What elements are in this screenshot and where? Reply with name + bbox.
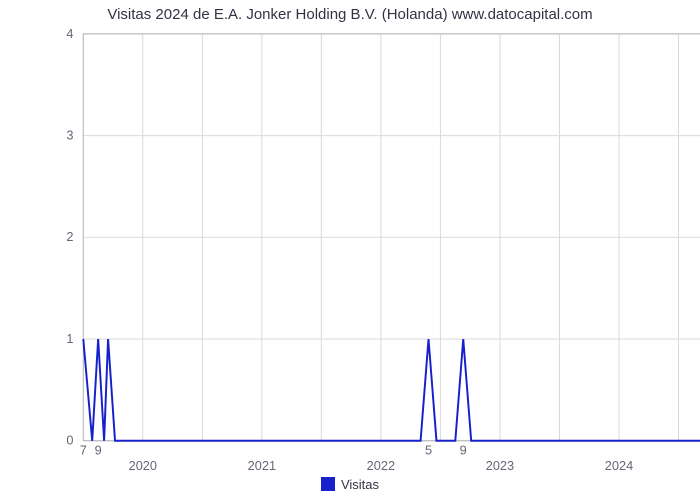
chart-title: Visitas 2024 de E.A. Jonker Holding B.V.…: [0, 6, 700, 23]
svg-text:2: 2: [66, 229, 73, 244]
legend: Visitas: [0, 477, 700, 492]
line-chart-svg: 012347959620202021202220232024: [42, 28, 700, 482]
svg-text:7: 7: [80, 443, 87, 458]
chart-container: Visitas 2024 de E.A. Jonker Holding B.V.…: [0, 0, 700, 500]
svg-text:4: 4: [66, 28, 73, 41]
svg-text:3: 3: [66, 128, 73, 143]
svg-text:2024: 2024: [605, 458, 633, 473]
svg-text:1: 1: [66, 331, 73, 346]
legend-swatch: [321, 477, 335, 491]
svg-text:2020: 2020: [129, 458, 157, 473]
plot-area: 012347959620202021202220232024: [42, 28, 688, 442]
svg-text:9: 9: [460, 443, 467, 458]
svg-text:2022: 2022: [367, 458, 395, 473]
svg-text:2021: 2021: [248, 458, 276, 473]
svg-text:2023: 2023: [486, 458, 514, 473]
svg-text:5: 5: [425, 443, 432, 458]
svg-text:0: 0: [66, 433, 73, 448]
svg-text:9: 9: [95, 443, 102, 458]
legend-label: Visitas: [341, 477, 379, 492]
